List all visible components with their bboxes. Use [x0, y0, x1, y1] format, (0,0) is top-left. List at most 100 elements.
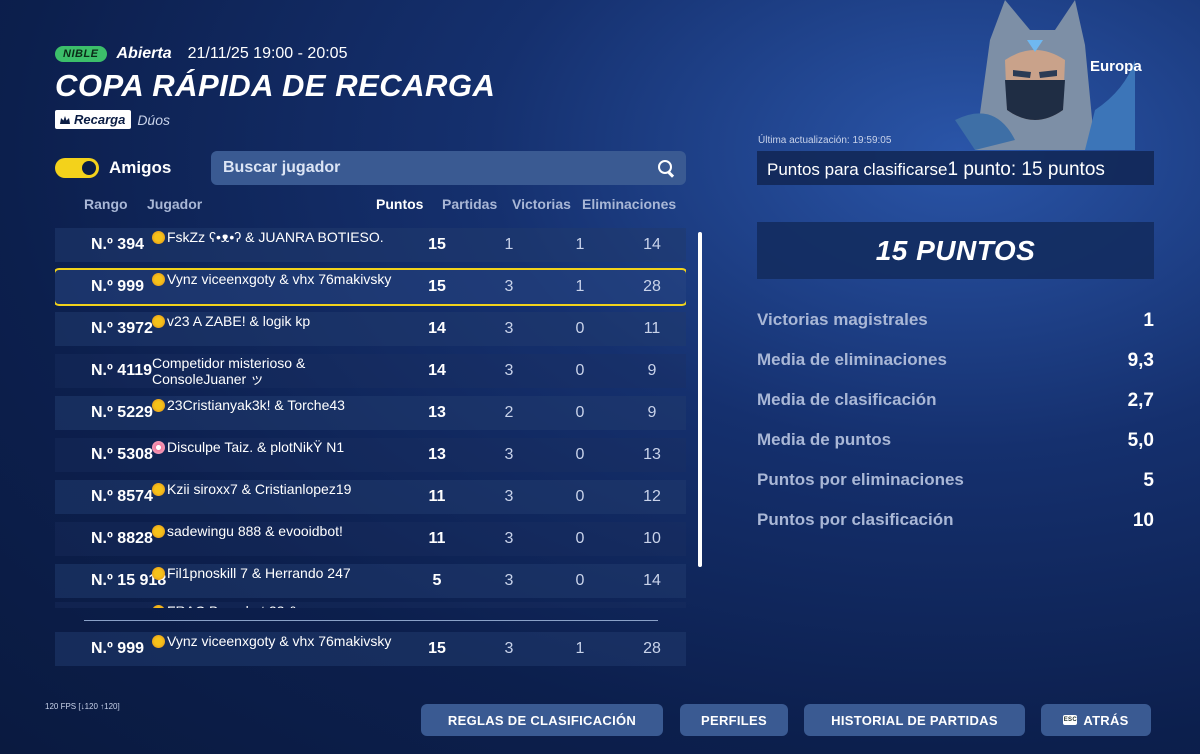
table-row[interactable]: N.º 3972 v23 A ZABE! & logik kp 14 3 0 1…	[55, 312, 686, 346]
row-points: 11	[428, 488, 446, 505]
stat-label: Media de puntos	[757, 430, 892, 449]
leaderboard-list[interactable]: N.º 394 FskZz ʕ•ᴥ•ʔ & JUANRA BOTIESO. 15…	[55, 228, 686, 608]
row-elims: 28	[643, 278, 661, 295]
friends-label: Amigos	[109, 158, 172, 177]
row-games: 1	[504, 236, 514, 253]
row-points: 15	[428, 278, 446, 295]
row-elims: 9	[647, 404, 657, 421]
last-update-timestamp: Última actualización: 19:59:05	[758, 135, 892, 146]
row-rank: N.º 5229	[91, 404, 153, 421]
stat-row: Media de clasificación 2,7	[757, 390, 1154, 430]
stat-label: Media de clasificación	[757, 390, 937, 409]
row-player-names: Kzii siroxx7 & Cristianlopez19	[167, 481, 352, 497]
table-row[interactable]: N.º 5229 23Cristianyak3k! & Torche43 13 …	[55, 396, 686, 430]
table-row[interactable]: N.º 15 918 Fil1pnoskill 7 & Herrando 247…	[55, 564, 686, 598]
table-row[interactable]: N.º 8574 Kzii siroxx7 & Cristianlopez19 …	[55, 480, 686, 514]
row-points: 15	[428, 640, 446, 657]
row-elims: 12	[643, 488, 661, 505]
table-row[interactable]: N.º 5308 Disculpe Taiz. & plotNikŸ N1 13…	[55, 438, 686, 472]
row-player: Vynz viceenxgoty & vhx 76makivsky	[152, 271, 402, 287]
row-games: 3	[504, 488, 514, 505]
row-wins: 1	[575, 236, 585, 253]
profiles-button[interactable]: PERFILES	[680, 704, 788, 736]
stat-value: 9,3	[1127, 350, 1154, 371]
row-rank: N.º 4119	[91, 362, 152, 379]
col-games: Partidas	[442, 196, 498, 212]
row-wins: 0	[575, 488, 585, 505]
total-points-box: 15 PUNTOS	[757, 222, 1154, 279]
flag-icon	[152, 399, 165, 412]
flag-icon	[152, 567, 165, 580]
table-row[interactable]: N.º 8828 sadewingu 888 & evooidbot! 11 3…	[55, 522, 686, 556]
row-wins: 0	[575, 404, 585, 421]
stat-label: Victorias magistrales	[757, 310, 928, 329]
row-player: Competidor misterioso & ConsoleJuaner ッ	[152, 355, 402, 387]
scrollbar-thumb[interactable]	[698, 232, 702, 567]
row-player: Kzii siroxx7 & Cristianlopez19	[152, 481, 402, 497]
friends-filter[interactable]: Amigos	[55, 158, 171, 178]
row-points: 13	[428, 446, 446, 463]
flag-icon	[152, 315, 165, 328]
row-points: 14	[428, 320, 446, 337]
page-title: COPA RÁPIDA DE RECARGA	[55, 68, 496, 103]
row-player: FskZz ʕ•ᴥ•ʔ & JUANRA BOTIESO.	[152, 229, 402, 245]
row-wins: 1	[575, 278, 585, 295]
leaderboard-scrollbar[interactable]	[698, 232, 702, 567]
col-points: Puntos	[376, 196, 424, 212]
table-row[interactable]: N.º 4119 Competidor misterioso & Console…	[55, 354, 686, 388]
esc-key-icon: ESC	[1063, 715, 1078, 725]
stat-label: Puntos por clasificación	[757, 510, 954, 529]
stat-row: Puntos por eliminaciones 5	[757, 470, 1154, 510]
match-history-button[interactable]: HISTORIAL DE PARTIDAS	[804, 704, 1025, 736]
friends-toggle[interactable]	[55, 158, 99, 178]
row-elims: 11	[643, 320, 661, 337]
team-size-label: Dúos	[137, 111, 170, 128]
row-wins: 0	[575, 572, 585, 589]
row-games: 3	[504, 640, 514, 657]
player-search[interactable]	[211, 151, 686, 185]
row-rank: N.º 3972	[91, 320, 153, 337]
flag-icon	[152, 525, 165, 538]
profiles-button-label: PERFILES	[701, 712, 767, 728]
stat-row: Puntos por clasificación 10	[757, 510, 1154, 550]
row-wins: 1	[575, 640, 585, 657]
rules-button[interactable]: REGLAS DE CLASIFICACIÓN	[421, 704, 663, 736]
row-player-names: sadewingu 888 & evooidbot!	[167, 523, 343, 539]
row-player-names: v23 A ZABE! & logik kp	[167, 313, 311, 329]
row-games: 3	[504, 320, 514, 337]
row-points: 5	[432, 572, 442, 589]
mode-badge: Recarga	[55, 110, 132, 129]
qualify-label: Puntos para clasificarse	[767, 160, 948, 179]
row-player: FRAC Brucebot 23 &	[152, 603, 402, 608]
stat-row: Media de eliminaciones 9,3	[757, 350, 1154, 390]
tournament-datetime: 21/11/25 19:00 - 20:05	[187, 45, 348, 62]
row-elims: 28	[643, 640, 661, 657]
row-points: 14	[428, 362, 446, 379]
qualify-value: 1 punto: 15 puntos	[947, 159, 1105, 180]
col-wins: Victorias	[512, 196, 571, 212]
table-row[interactable]: FRAC Brucebot 23 &	[55, 602, 686, 608]
search-icon[interactable]	[658, 160, 674, 176]
row-points: 11	[428, 530, 446, 547]
row-player: v23 A ZABE! & logik kp	[152, 313, 402, 329]
row-games: 3	[504, 362, 514, 379]
tournament-status: Abierta	[116, 45, 172, 62]
table-header: Rango Jugador Puntos Partidas Victorias …	[55, 196, 695, 214]
back-button[interactable]: ESC ATRÁS	[1041, 704, 1151, 736]
row-player-names: 23Cristianyak3k! & Torche43	[167, 397, 345, 413]
row-elims: 10	[643, 530, 661, 547]
region-label: Europa	[1090, 58, 1142, 75]
row-player-names: Vynz viceenxgoty & vhx 76makivsky	[167, 633, 392, 649]
row-rank: N.º 999	[91, 640, 144, 657]
table-row[interactable]: N.º 394 FskZz ʕ•ᴥ•ʔ & JUANRA BOTIESO. 15…	[55, 228, 686, 262]
row-rank: N.º 8574	[91, 488, 153, 505]
row-wins: 0	[575, 530, 585, 547]
table-row[interactable]: N.º 999 Vynz viceenxgoty & vhx 76makivsk…	[55, 268, 686, 306]
row-wins: 0	[575, 446, 585, 463]
row-player-names: Fil1pnoskill 7 & Herrando 247	[167, 565, 351, 581]
stat-value: 1	[1143, 310, 1154, 331]
flag-icon	[152, 483, 165, 496]
row-player-names: Vynz viceenxgoty & vhx 76makivsky	[167, 271, 392, 287]
search-input[interactable]	[223, 159, 658, 177]
my-team-row[interactable]: N.º 999 Vynz viceenxgoty & vhx 76makivsk…	[55, 632, 686, 666]
